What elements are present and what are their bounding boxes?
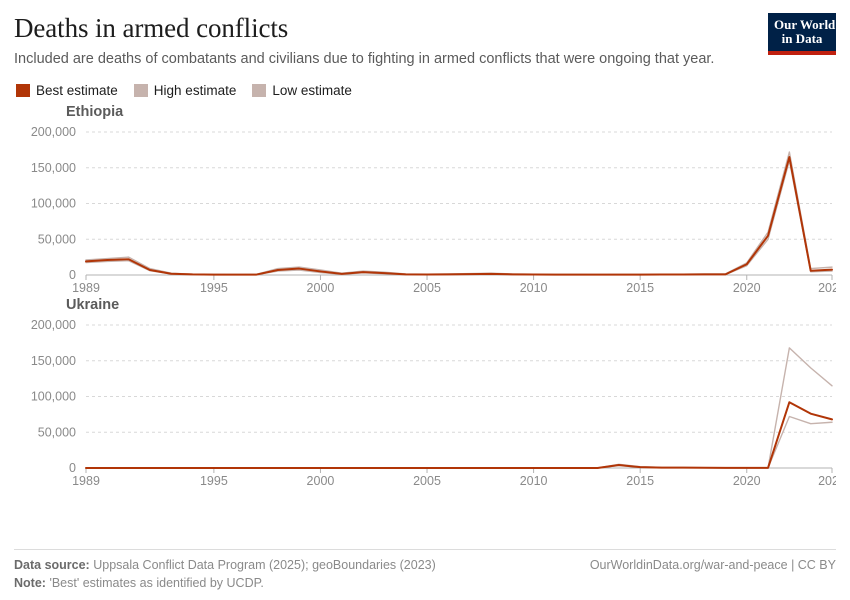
series-line-low-estimate bbox=[85, 159, 833, 276]
footer-source-label: Data source: bbox=[14, 558, 90, 572]
y-axis-tick-label: 0 bbox=[69, 268, 76, 282]
series-line-low-estimate bbox=[85, 415, 833, 469]
legend-swatch-icon bbox=[133, 84, 148, 97]
legend-item-best-estimate[interactable]: Best estimate bbox=[16, 83, 118, 98]
legend-item-label: Best estimate bbox=[36, 83, 118, 98]
chart-footer: Data source: Uppsala Conflict Data Progr… bbox=[14, 549, 836, 592]
page-title: Deaths in armed conflicts bbox=[14, 13, 289, 43]
x-axis-tick-label: 2010 bbox=[520, 474, 548, 488]
x-axis-tick-label: 2020 bbox=[733, 474, 761, 488]
panel-title: Ethiopia bbox=[66, 104, 124, 120]
plot-area-ethiopia[interactable]: 0 50,000 100,000 150,000 200,000 1989 1995 2000… bbox=[14, 122, 836, 297]
y-axis-tick-label: 50,000 bbox=[38, 232, 76, 246]
y-axis-tick-label: 150,000 bbox=[31, 161, 76, 175]
x-axis-tick-label: 1995 bbox=[200, 474, 228, 488]
y-axis-tick-label: 0 bbox=[69, 461, 76, 475]
owid-logo[interactable]: Our World in Data bbox=[768, 13, 836, 55]
footer-note: Note: 'Best' estimates as identified by … bbox=[14, 575, 836, 592]
footer-attribution[interactable]: OurWorldinData.org/war-and-peace | CC BY bbox=[589, 558, 836, 572]
footer-note-text: 'Best' estimates as identified by UCDP. bbox=[49, 576, 264, 590]
series-line-best-estimate bbox=[85, 156, 833, 276]
x-axis-tick-label: 2005 bbox=[413, 281, 441, 295]
footer-source: Data source: Uppsala Conflict Data Progr… bbox=[14, 557, 436, 574]
x-axis-tick-label: 2015 bbox=[626, 474, 654, 488]
x-axis-tick-label: 2015 bbox=[626, 281, 654, 295]
x-axis-tick-label: 2024 bbox=[818, 281, 836, 295]
y-axis-tick-label: 50,000 bbox=[38, 425, 76, 439]
chart-panel-ukraine: Ukraine 0 50,000 100,000 150,000 200,000 1989… bbox=[14, 297, 836, 490]
legend-swatch-icon bbox=[16, 84, 30, 97]
legend-swatch-icon bbox=[252, 84, 267, 97]
x-axis-tick-label: 1989 bbox=[72, 474, 100, 488]
x-axis-tick-label: 2010 bbox=[520, 281, 548, 295]
x-axis-tick-label: 2000 bbox=[307, 281, 335, 295]
x-axis-tick-label: 2005 bbox=[413, 474, 441, 488]
chart-header: Deaths in armed conflicts Included are d… bbox=[14, 0, 836, 69]
series-line-high-estimate bbox=[85, 347, 833, 469]
series-line-best-estimate bbox=[85, 401, 833, 469]
x-axis-tick-label: 1995 bbox=[200, 281, 228, 295]
series-line-high-estimate bbox=[85, 151, 833, 276]
panel-title: Ukraine bbox=[66, 297, 120, 313]
chart-panel-ethiopia: Ethiopia 0 50,000 100,000 150,000 200,000 198… bbox=[14, 104, 836, 297]
y-axis-tick-label: 100,000 bbox=[31, 390, 76, 404]
y-axis-tick-label: 100,000 bbox=[31, 197, 76, 211]
plot-area-ukraine[interactable]: 0 50,000 100,000 150,000 200,000 1989 1995 2000… bbox=[14, 315, 836, 490]
footer-source-text: Uppsala Conflict Data Program (2025); ge… bbox=[93, 558, 436, 572]
x-axis-tick-label: 2020 bbox=[733, 281, 761, 295]
y-axis-tick-label: 200,000 bbox=[31, 125, 76, 139]
legend-item-low-estimate[interactable]: Low estimate bbox=[252, 83, 352, 98]
footer-note-label: Note: bbox=[14, 576, 46, 590]
owid-logo-line-2: in Data bbox=[781, 31, 823, 46]
y-axis-tick-label: 200,000 bbox=[31, 318, 76, 332]
x-axis-tick-label: 2000 bbox=[307, 474, 335, 488]
legend-item-high-estimate[interactable]: High estimate bbox=[133, 83, 237, 98]
y-axis-tick-label: 150,000 bbox=[31, 354, 76, 368]
owid-logo-line-1: Our World bbox=[774, 17, 836, 32]
chart-panels: Ethiopia 0 50,000 100,000 150,000 200,000 198… bbox=[14, 104, 836, 490]
legend-item-label: Low estimate bbox=[272, 83, 352, 98]
x-axis-tick-label: 2024 bbox=[818, 474, 836, 488]
chart-subtitle: Included are deaths of combatants and ci… bbox=[14, 51, 715, 67]
x-axis-tick-label: 1989 bbox=[72, 281, 100, 295]
legend-item-label: High estimate bbox=[153, 83, 237, 98]
chart-legend: Best estimate High estimate Low estimate bbox=[14, 83, 836, 98]
